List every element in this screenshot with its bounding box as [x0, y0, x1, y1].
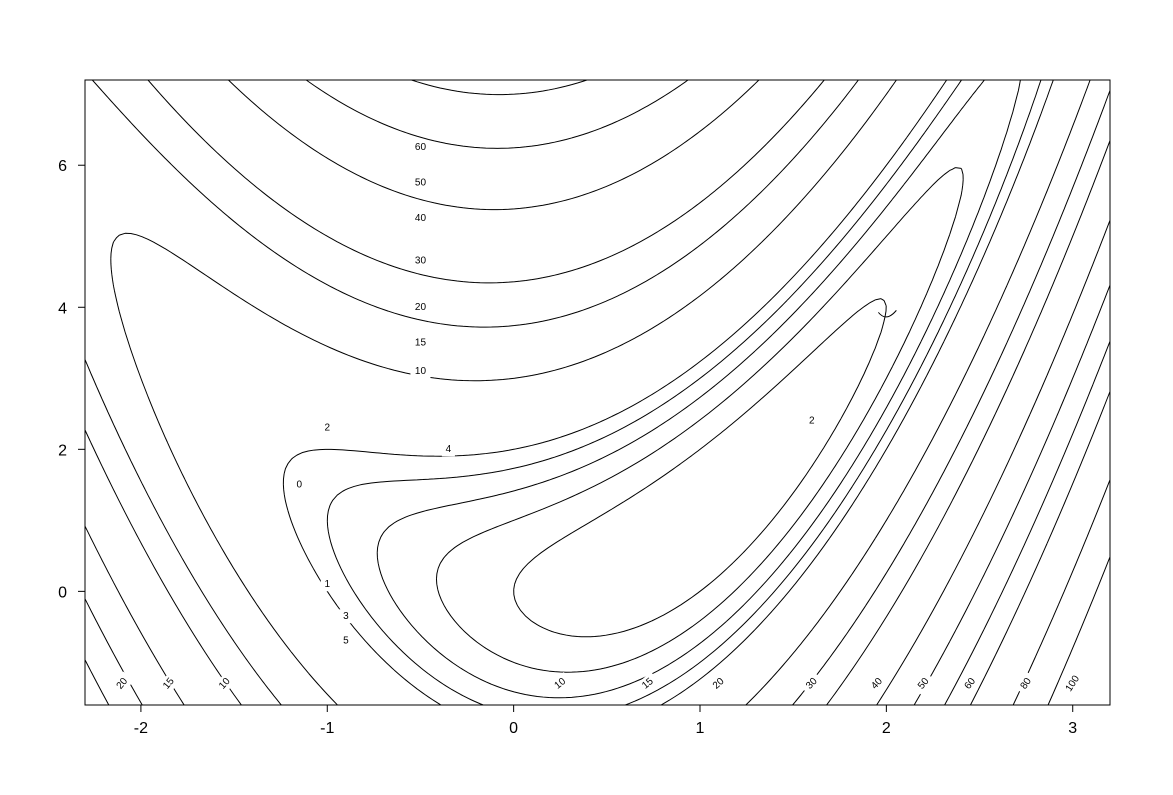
- y-tick-label: 2: [58, 442, 67, 459]
- x-tick-label: 1: [696, 720, 705, 737]
- contour-label: 3: [343, 611, 349, 622]
- contour-label: 2: [324, 423, 330, 434]
- contour-label: 40: [415, 213, 427, 224]
- contour-label: 15: [415, 337, 427, 348]
- x-tick-label: 2: [882, 720, 891, 737]
- contour-label: 30: [415, 256, 427, 267]
- x-tick-label: 0: [509, 720, 518, 737]
- y-tick-label: 6: [58, 158, 67, 175]
- contour-label: 20: [415, 302, 427, 313]
- x-tick-label: -2: [134, 720, 148, 737]
- contour-label: 1: [324, 579, 330, 590]
- y-tick-label: 4: [58, 300, 67, 317]
- contour-chart: -2-1012302466050403020151024201352015101…: [0, 0, 1173, 795]
- x-tick-label: 3: [1068, 720, 1077, 737]
- contour-label: 2: [809, 416, 815, 427]
- contour-label: 0: [297, 479, 303, 490]
- contour-label: 50: [415, 178, 427, 189]
- x-tick-label: -1: [320, 720, 334, 737]
- chart-svg: -2-1012302466050403020151024201352015101…: [0, 0, 1173, 795]
- contour-label: 4: [446, 444, 452, 455]
- contour-label: 5: [343, 636, 349, 647]
- contour-label: 10: [415, 366, 427, 377]
- contour-label: 60: [415, 142, 427, 153]
- y-tick-label: 0: [58, 584, 67, 601]
